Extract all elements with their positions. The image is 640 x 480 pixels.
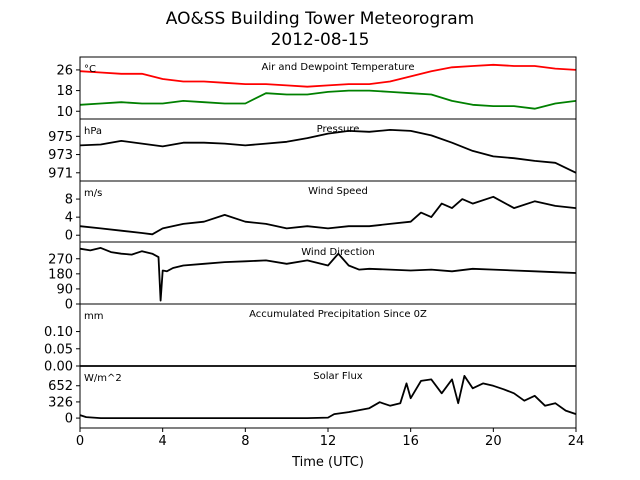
y-tick-label-wind-direction: 90 xyxy=(56,282,73,297)
panel-title-wind-direction: Wind Direction xyxy=(301,247,375,258)
y-tick-label-pressure: 975 xyxy=(48,130,73,145)
x-tick-label: 0 xyxy=(76,434,84,449)
series-line-wind-speed-0 xyxy=(79,195,577,236)
y-tick-label-solar-flux: 652 xyxy=(48,379,73,394)
series-line-solar-flux-0 xyxy=(79,375,577,419)
panel-pressure: 975 973 971 Pressure hPa xyxy=(48,118,577,182)
y-tick-label-wind-direction: 180 xyxy=(48,267,73,282)
y-tick-label-temperature: 10 xyxy=(56,105,73,120)
x-axis-label: Time (UTC) xyxy=(291,455,364,470)
panel-unit-solar-flux: W/m^2 xyxy=(84,373,122,384)
y-tick-label-precipitation: 0.00 xyxy=(44,360,73,375)
panel-wind-speed: 8 4 0 Wind Speed m/s xyxy=(65,180,577,244)
panel-title-precipitation: Accumulated Precipitation Since 0Z xyxy=(249,309,427,320)
y-tick-label-pressure: 971 xyxy=(48,166,73,181)
y-tick-label-temperature: 26 xyxy=(56,63,73,78)
x-tick-label: 20 xyxy=(485,434,502,449)
panel-unit-precipitation: mm xyxy=(84,311,103,322)
y-tick-label-wind-direction: 270 xyxy=(48,252,73,267)
y-tick-label-temperature: 18 xyxy=(56,84,73,99)
panel-precipitation: 0.10 0.05 0.00 Accumulated Precipitation Si… xyxy=(44,303,577,375)
x-tick-label: 16 xyxy=(402,434,419,449)
panel-title-pressure: Pressure xyxy=(317,124,360,135)
x-tick-label: 12 xyxy=(320,434,337,449)
x-tick-label: 8 xyxy=(241,434,249,449)
series-line-temperature-1 xyxy=(79,89,577,110)
series-line-temperature-0 xyxy=(79,63,577,88)
y-tick-label-wind-speed: 0 xyxy=(65,229,73,244)
y-tick-label-precipitation: 0.10 xyxy=(44,325,73,340)
x-tick-label: 4 xyxy=(159,434,167,449)
chart-subtitle: 2012-08-15 xyxy=(271,30,370,50)
y-tick-label-wind-speed: 4 xyxy=(65,211,73,226)
panel-unit-temperature: °C xyxy=(84,64,96,75)
y-tick-label-wind-direction: 0 xyxy=(65,298,73,313)
panel-unit-pressure: hPa xyxy=(84,126,102,137)
y-tick-label-solar-flux: 0 xyxy=(65,412,73,427)
panel-unit-wind-speed: m/s xyxy=(84,188,102,199)
panel-temperature: 26 18 10 Air and Dewpoint Temperature °C xyxy=(56,56,577,120)
y-tick-label-precipitation: 0.05 xyxy=(44,342,73,357)
y-tick-label-wind-speed: 8 xyxy=(65,193,73,208)
series-line-wind-direction-0 xyxy=(79,247,577,302)
panel-title-temperature: Air and Dewpoint Temperature xyxy=(262,62,415,73)
panel-title-solar-flux: Solar Flux xyxy=(313,371,363,382)
x-tick-label: 24 xyxy=(568,434,585,449)
chart-title: AO&SS Building Tower Meteorogram xyxy=(166,9,474,29)
panel-title-wind-speed: Wind Speed xyxy=(308,186,368,197)
series-line-pressure-0 xyxy=(79,129,577,174)
y-tick-label-solar-flux: 326 xyxy=(48,395,73,410)
y-tick-label-pressure: 973 xyxy=(48,148,73,163)
